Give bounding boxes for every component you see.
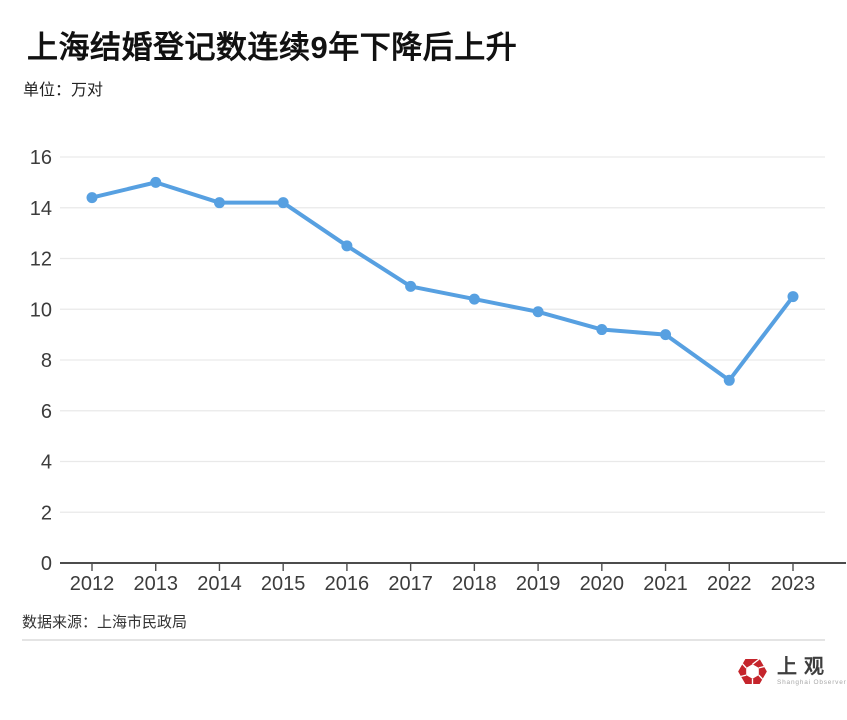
y-axis-label: 2 <box>41 502 52 524</box>
data-point <box>341 240 353 252</box>
x-axis-label: 2021 <box>643 573 688 595</box>
data-point <box>468 293 480 305</box>
data-point <box>150 176 162 188</box>
x-axis-label: 2019 <box>516 573 561 595</box>
data-point <box>86 192 98 204</box>
x-axis-label: 2017 <box>388 573 433 595</box>
x-axis-label: 2015 <box>261 573 306 595</box>
source-label: 数据来源：上海市民政局 <box>22 614 188 631</box>
logo-name-en: Shanghai Observer <box>777 679 847 686</box>
y-axis-label: 8 <box>41 350 52 372</box>
y-axis-label: 10 <box>30 299 52 321</box>
x-axis-label: 2020 <box>580 573 625 595</box>
unit-label: 单位：万对 <box>23 82 104 99</box>
data-point <box>277 197 289 209</box>
data-point <box>405 280 417 292</box>
footer-divider <box>22 639 825 641</box>
page-title: 上海结婚登记数连续9年下降后上升 <box>27 30 518 65</box>
y-axis-label: 6 <box>41 401 52 423</box>
logo-name-cn: 上观 <box>777 656 831 678</box>
data-point <box>596 324 608 336</box>
x-axis-label: 2012 <box>70 573 115 595</box>
data-line <box>90 180 795 383</box>
y-axis-label: 14 <box>30 198 52 220</box>
brand-logo: 上观 Shanghai Observer <box>737 656 847 687</box>
x-axis-label: 2013 <box>133 573 178 595</box>
x-axis-label: 2022 <box>707 573 752 595</box>
y-axis-label: 12 <box>30 249 52 271</box>
y-axis-label: 4 <box>41 452 52 474</box>
data-point <box>660 329 672 341</box>
data-point <box>532 306 544 318</box>
x-axis-label: 2016 <box>325 573 370 595</box>
data-point <box>213 197 225 209</box>
data-point <box>723 374 735 386</box>
x-axis-label: 2014 <box>197 573 242 595</box>
shanghai-observer-logo-icon <box>738 658 767 685</box>
x-axis-label: 2018 <box>452 573 497 595</box>
y-axis-label: 0 <box>41 553 52 575</box>
y-axis-label: 16 <box>30 147 52 169</box>
x-axis-label: 2023 <box>771 573 816 595</box>
data-point <box>787 291 799 303</box>
